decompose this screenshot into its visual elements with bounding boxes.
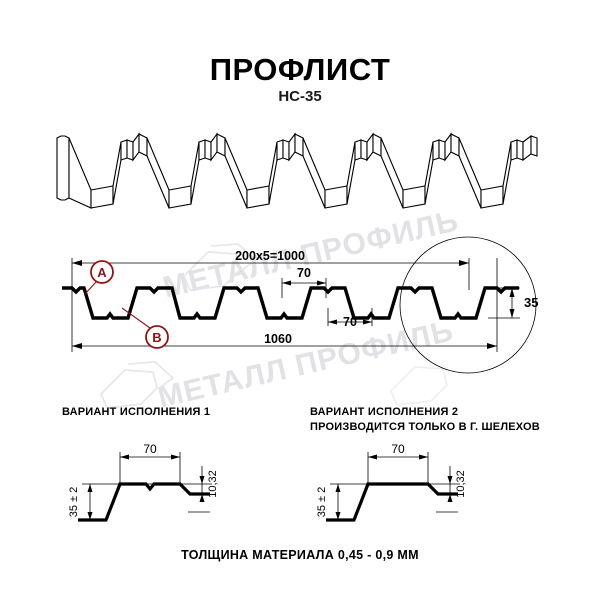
variant-2-title-line-1: ВАРИАНТ ИСПОЛНЕНИЯ 2 (310, 406, 459, 418)
variant-2-title-line-2: ПРОИЗВОДИТСЯ ТОЛЬКО В Г. ШЕЛЕХОВ (310, 421, 540, 433)
variant-2-profile (326, 482, 458, 522)
variant-2-dim-height: 35 ± 2 (316, 487, 328, 518)
page-subtitle: НС-35 (278, 88, 322, 105)
variant-1-profile (78, 482, 210, 522)
cross-section-drawing: 200x5=1000 1060 70 70 (60, 230, 550, 380)
page-title: ПРОФЛИСТ (209, 52, 391, 87)
marker-b: B (121, 307, 169, 349)
variant-1-drawing: 70 10,32 35 ± 2 (60, 432, 295, 527)
variant-2-dim-flange: 10,32 (455, 470, 467, 498)
variant-1-dim-height: 35 ± 2 (68, 487, 80, 518)
dim-overall-top: 200x5=1000 (235, 249, 305, 263)
marker-a-label: A (97, 265, 107, 280)
dim-overall-bottom: 1060 (264, 332, 292, 346)
dim-crest-width: 70 (297, 266, 311, 280)
detail-circle (399, 236, 537, 374)
variant-2-drawing: 70 10,32 35 ± 2 (308, 432, 543, 527)
marker-b-label: B (152, 330, 161, 345)
variant-1-dim-flange: 10,32 (207, 470, 219, 498)
variant-1-title-line-1: ВАРИАНТ ИСПОЛНЕНИЯ 1 (62, 406, 211, 418)
isometric-sheet-view (55, 120, 545, 220)
variant-1-title: ВАРИАНТ ИСПОЛНЕНИЯ 1 (62, 405, 210, 420)
dim-height: 35 (524, 295, 538, 310)
material-thickness-note: ТОЛЩИНА МАТЕРИАЛА 0,45 - 0,9 ММ (181, 548, 419, 562)
variant-2-dim-width: 70 (391, 442, 405, 456)
marker-a: A (84, 260, 114, 295)
variant-1-dim-width: 70 (143, 442, 157, 456)
variant-2-title: ВАРИАНТ ИСПОЛНЕНИЯ 2 ПРОИЗВОДИТСЯ ТОЛЬКО… (310, 405, 540, 435)
